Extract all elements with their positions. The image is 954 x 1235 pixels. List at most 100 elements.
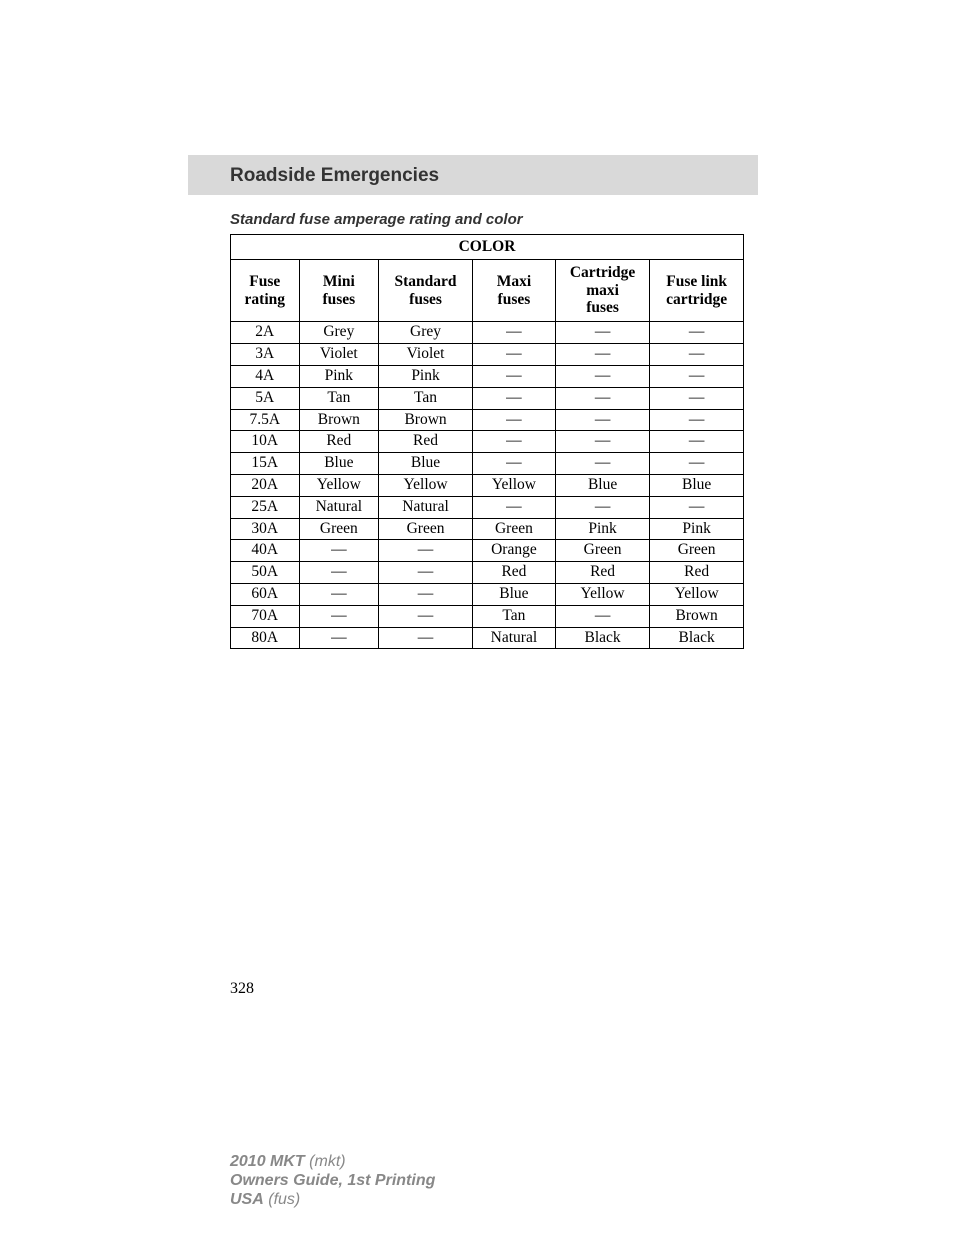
table-cell: —: [299, 584, 379, 606]
table-cell: Yellow: [650, 584, 744, 606]
table-row: 60A——BlueYellowYellow: [231, 584, 744, 606]
table-row: 70A——Tan—Brown: [231, 605, 744, 627]
table-cell: Red: [379, 431, 473, 453]
table-cell: —: [555, 605, 649, 627]
table-cell: —: [555, 322, 649, 344]
table-cell: —: [555, 409, 649, 431]
table-cell: —: [379, 584, 473, 606]
table-cell: —: [650, 344, 744, 366]
table-cell: —: [472, 409, 555, 431]
table-row: 30AGreenGreenGreenPinkPink: [231, 518, 744, 540]
table-cell: Blue: [299, 453, 379, 475]
footer-line-3: USA (fus): [230, 1190, 435, 1209]
table-cell: —: [650, 453, 744, 475]
table-cell: 15A: [231, 453, 300, 475]
footer-model: 2010 MKT: [230, 1153, 305, 1170]
table-title-row: COLOR: [231, 235, 744, 260]
table-row: 7.5ABrownBrown———: [231, 409, 744, 431]
table-cell: Grey: [299, 322, 379, 344]
col-header-fuse-link: Fuse linkcartridge: [650, 259, 744, 321]
table-cell: —: [650, 409, 744, 431]
table-cell: Tan: [472, 605, 555, 627]
table-row: 20AYellowYellowYellowBlueBlue: [231, 474, 744, 496]
table-cell: —: [472, 322, 555, 344]
table-cell: —: [472, 496, 555, 518]
table-row: 4APinkPink———: [231, 365, 744, 387]
table-cell: Pink: [299, 365, 379, 387]
table-cell: —: [299, 562, 379, 584]
table-cell: —: [650, 431, 744, 453]
table-cell: 3A: [231, 344, 300, 366]
footer-region: USA: [230, 1191, 264, 1208]
table-row: 10ARedRed———: [231, 431, 744, 453]
table-cell: —: [555, 344, 649, 366]
table-cell: 2A: [231, 322, 300, 344]
table-cell: 7.5A: [231, 409, 300, 431]
table-row: 3AVioletViolet———: [231, 344, 744, 366]
table-cell: Pink: [379, 365, 473, 387]
footer-guide: Owners Guide, 1st Printing: [230, 1172, 435, 1189]
table-cell: Grey: [379, 322, 473, 344]
footer-line-2: Owners Guide, 1st Printing: [230, 1171, 435, 1190]
col-header-maxi-fuses: Maxifuses: [472, 259, 555, 321]
table-cell: Brown: [379, 409, 473, 431]
table-cell: Green: [472, 518, 555, 540]
table-header-row: Fuserating Minifuses Standardfuses Maxif…: [231, 259, 744, 321]
table-cell: —: [650, 496, 744, 518]
table-row: 40A——OrangeGreenGreen: [231, 540, 744, 562]
table-cell: Black: [555, 627, 649, 649]
table-cell: Red: [472, 562, 555, 584]
table-cell: —: [472, 453, 555, 475]
table-cell: Red: [650, 562, 744, 584]
table-cell: —: [650, 322, 744, 344]
table-cell: Yellow: [555, 584, 649, 606]
col-header-standard-fuses: Standardfuses: [379, 259, 473, 321]
table-cell: Green: [379, 518, 473, 540]
table-cell: Yellow: [299, 474, 379, 496]
table-cell: 30A: [231, 518, 300, 540]
table-cell: —: [299, 627, 379, 649]
table-cell: Blue: [650, 474, 744, 496]
table-cell: 10A: [231, 431, 300, 453]
table-cell: 5A: [231, 387, 300, 409]
table-row: 80A——NaturalBlackBlack: [231, 627, 744, 649]
page-number: 328: [230, 980, 254, 998]
table-cell: Red: [555, 562, 649, 584]
footer-block: 2010 MKT (mkt) Owners Guide, 1st Printin…: [230, 1152, 435, 1210]
table-cell: —: [555, 365, 649, 387]
table-title-cell: COLOR: [231, 235, 744, 260]
table-cell: —: [299, 540, 379, 562]
table-cell: —: [472, 387, 555, 409]
table-cell: Brown: [650, 605, 744, 627]
footer-model-code: (mkt): [309, 1153, 345, 1170]
table-cell: —: [555, 453, 649, 475]
col-header-mini-fuses: Minifuses: [299, 259, 379, 321]
table-cell: —: [555, 387, 649, 409]
table-cell: 20A: [231, 474, 300, 496]
table-cell: Yellow: [379, 474, 473, 496]
table-row: 2AGreyGrey———: [231, 322, 744, 344]
table-cell: Tan: [379, 387, 473, 409]
table-cell: Pink: [650, 518, 744, 540]
table-cell: Pink: [555, 518, 649, 540]
table-body: 2AGreyGrey———3AVioletViolet———4APinkPink…: [231, 322, 744, 649]
table-row: 25ANaturalNatural———: [231, 496, 744, 518]
table-cell: Natural: [472, 627, 555, 649]
table-cell: 40A: [231, 540, 300, 562]
footer-line-1: 2010 MKT (mkt): [230, 1152, 435, 1171]
table-cell: —: [299, 605, 379, 627]
table-cell: Green: [299, 518, 379, 540]
table-cell: Brown: [299, 409, 379, 431]
fuse-color-table: COLOR Fuserating Minifuses Standardfuses…: [230, 234, 744, 649]
table-cell: Natural: [379, 496, 473, 518]
table-cell: Blue: [555, 474, 649, 496]
table-cell: —: [472, 365, 555, 387]
table-cell: Natural: [299, 496, 379, 518]
table-cell: —: [555, 496, 649, 518]
table-cell: Green: [650, 540, 744, 562]
table-cell: Violet: [379, 344, 473, 366]
table-cell: —: [650, 387, 744, 409]
col-header-cartridge-maxi: Cartridgemaxifuses: [555, 259, 649, 321]
table-cell: 60A: [231, 584, 300, 606]
table-row: 5ATanTan———: [231, 387, 744, 409]
